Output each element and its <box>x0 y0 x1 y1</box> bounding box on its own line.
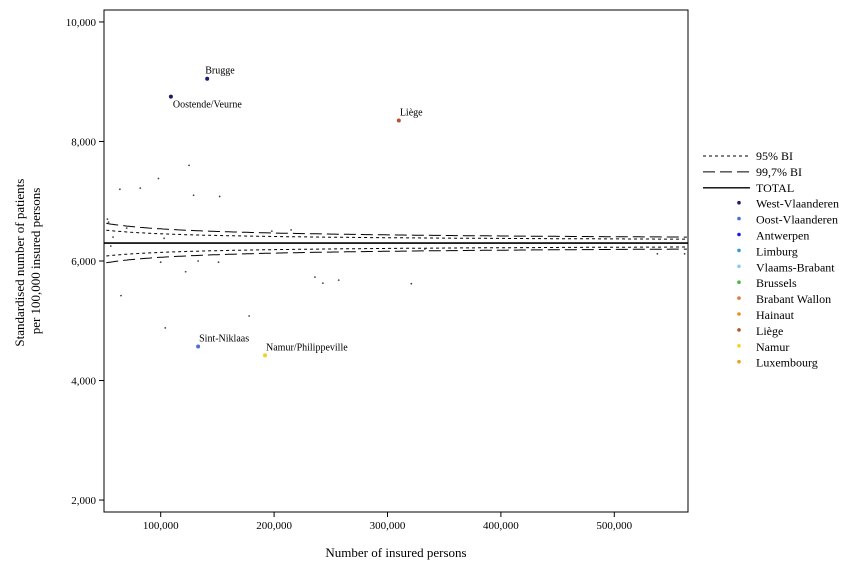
legend-label-liege: Liège <box>756 324 783 338</box>
data-point <box>248 315 251 317</box>
data-point <box>109 245 112 247</box>
data-point <box>106 218 109 221</box>
legend-label-vlaams-brabant: Vlaams-Brabant <box>756 260 835 274</box>
legend-marker-luxembourg <box>737 359 741 364</box>
point-oostende-veurne <box>168 94 173 99</box>
y-tick-label: 8,000 <box>71 136 96 148</box>
y-tick-label: 6,000 <box>71 256 96 268</box>
point-annotations: Brugge Oostende/Veurne Liège Sint-Niklaas Na… <box>173 66 423 354</box>
x-tick-label: 400,000 <box>483 520 519 532</box>
label-liege: Liège <box>400 108 423 119</box>
99-7-bi-upper-limit <box>106 222 687 238</box>
data-point <box>270 230 273 233</box>
legend-marker-namur <box>737 344 741 348</box>
legend-label-total: TOTAL <box>756 181 794 195</box>
data-point <box>107 221 110 224</box>
data-point <box>337 279 340 282</box>
legend-label-hainaut: Hainaut <box>756 308 795 322</box>
data-point <box>290 229 293 231</box>
confidence-curves <box>104 222 688 264</box>
data-point <box>410 282 413 285</box>
legend-marker-west-vlaanderen <box>737 200 741 205</box>
y-axis-title-line-2: per 100,000 insured persons <box>28 188 43 335</box>
legend-marker-oost-vlaanderen <box>737 216 741 221</box>
data-point <box>157 177 160 180</box>
data-point <box>184 270 187 273</box>
data-point <box>217 261 220 264</box>
legend-label-oost-vlaanderen: Oost-Vlaanderen <box>756 213 838 227</box>
point-brugge <box>205 76 210 81</box>
legend-label-namur: Namur <box>756 340 789 354</box>
data-point <box>424 248 426 250</box>
data-point <box>159 261 162 264</box>
data-point <box>683 252 686 255</box>
label-brugge: Brugge <box>205 66 235 77</box>
data-point <box>164 327 167 329</box>
99-7-bi-lower-limit <box>106 248 687 264</box>
data-point <box>139 187 142 189</box>
data-point <box>125 227 128 230</box>
point-liege <box>396 118 401 123</box>
95-bi-lower-limit <box>106 246 687 257</box>
x-tick-label: 100,000 <box>143 520 179 532</box>
legend-label-brussels: Brussels <box>756 276 797 290</box>
legend-label-95-bi: 95% BI <box>756 149 793 163</box>
legend: 95% BI 99,7% BI TOTAL West-Vlaanderen Oost-V… <box>703 149 839 370</box>
y-axis: 2,000 4,000 6,000 8,000 10,000 <box>66 17 104 507</box>
data-point <box>163 237 166 240</box>
label-namur-philippeville: Namur/Philippeville <box>266 342 348 353</box>
legend-marker-hainaut <box>737 312 741 316</box>
y-axis-title: Standardised number of patients per 100,… <box>12 175 43 346</box>
point-namur-philippeville <box>263 353 268 358</box>
legend-marker-liege <box>737 328 741 332</box>
label-sint-niklaas: Sint-Niklaas <box>199 333 249 344</box>
data-point <box>112 236 114 238</box>
legend-label-brabant-wallon: Brabant Wallon <box>756 292 831 306</box>
legend-label-antwerpen: Antwerpen <box>756 229 809 243</box>
x-axis: 100,000 200,000 300,000 400,000 500,000 <box>143 512 633 532</box>
y-tick-label: 10,000 <box>66 17 97 29</box>
point-sint-niklaas <box>196 344 201 349</box>
plot-frame <box>103 9 689 513</box>
data-point <box>218 195 221 198</box>
95-bi-upper-limit <box>106 229 687 240</box>
legend-label-99-7-bi: 99,7% BI <box>756 165 802 179</box>
y-axis-title-line-1: Standardised number of patients <box>12 179 27 347</box>
data-points <box>106 76 686 358</box>
data-point <box>321 282 324 285</box>
y-tick-label: 2,000 <box>71 495 96 507</box>
legend-marker-limburg <box>737 248 741 253</box>
x-tick-label: 200,000 <box>256 520 292 532</box>
legend-marker-brussels <box>737 280 741 285</box>
legend-marker-vlaams-brabant <box>737 264 741 269</box>
legend-label-luxembourg: Luxembourg <box>756 356 818 370</box>
x-axis-title: Number of insured persons <box>325 545 466 560</box>
legend-marker-brabant-wallon <box>737 296 741 300</box>
legend-marker-antwerpen <box>737 232 741 237</box>
data-point <box>197 260 200 262</box>
data-point <box>314 276 316 279</box>
data-point <box>118 188 121 191</box>
legend-label-limburg: Limburg <box>756 244 798 258</box>
legend-label-west-vlaanderen: West-Vlaanderen <box>756 197 839 211</box>
data-point <box>192 194 195 197</box>
data-point <box>656 252 659 255</box>
label-oostende-veurne: Oostende/Veurne <box>173 100 242 111</box>
x-tick-label: 500,000 <box>596 520 632 532</box>
x-tick-label: 300,000 <box>370 520 406 532</box>
data-point <box>120 294 122 297</box>
y-tick-label: 4,000 <box>71 376 96 388</box>
data-point <box>188 164 190 167</box>
